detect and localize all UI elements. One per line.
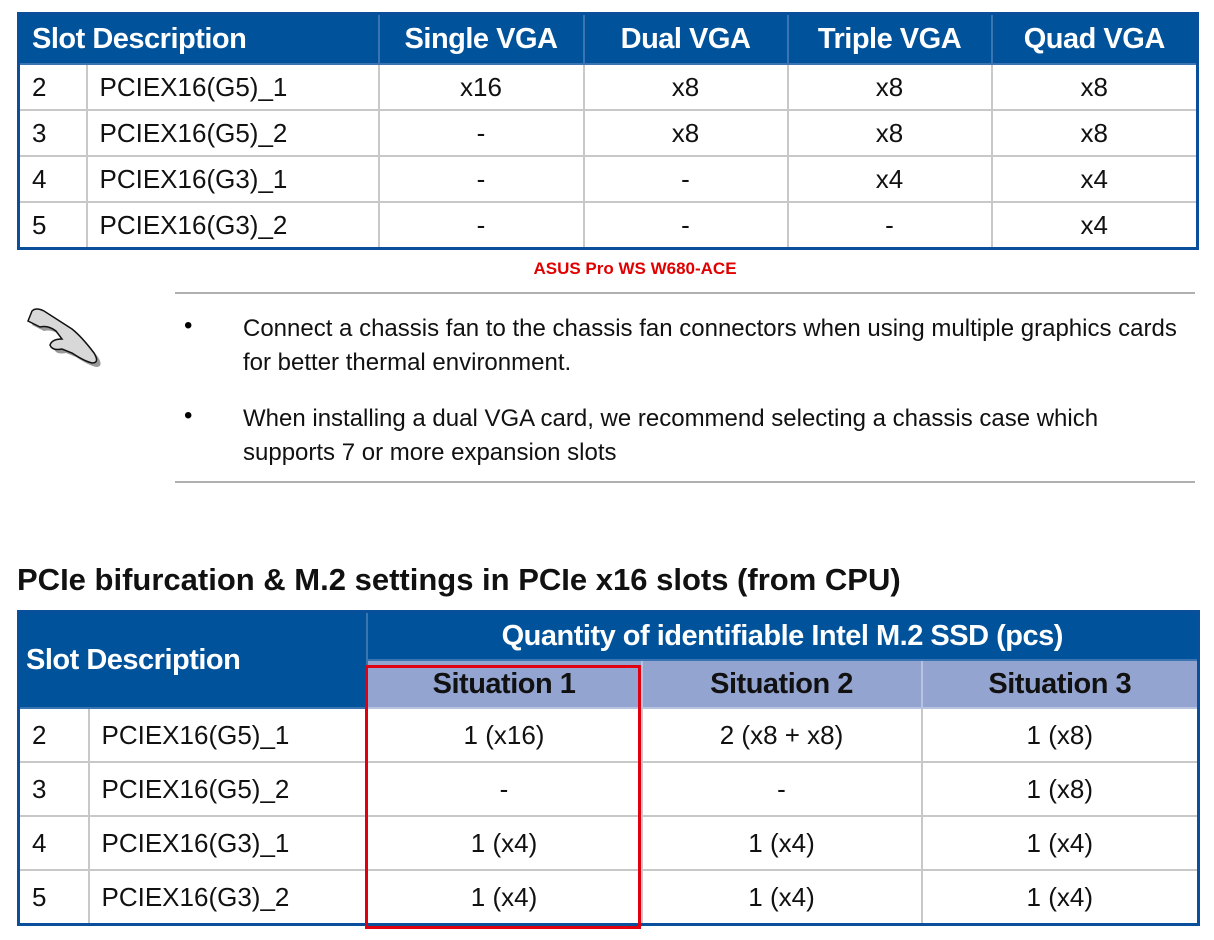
table-header-row: Slot Description Single VGA Dual VGA Tri… xyxy=(17,12,1199,65)
divider xyxy=(175,292,1195,294)
table-row: 5 PCIEX16(G3)_2- - - x4 xyxy=(17,201,1199,250)
slot-name: PCIEX16(G3)_1 xyxy=(85,155,380,203)
slot-number: 3 xyxy=(17,761,90,817)
slot-number: 4 xyxy=(17,815,90,871)
slot-name: PCIEX16(G5)_1 xyxy=(87,707,368,763)
header-situation-3: Situation 3 xyxy=(920,659,1200,709)
slot-name: PCIEX16(G3)_1 xyxy=(87,815,368,871)
caption: ASUS Pro WS W680-ACE xyxy=(533,259,737,278)
table-row: 4 PCIEX16(G3)_1 1 (x4) 1 (x4) 1 (x4) xyxy=(17,815,1200,871)
header-slot-description: Slot Description xyxy=(17,610,368,709)
slot-number: 2 xyxy=(17,63,88,111)
cell: 1 (x4) xyxy=(365,815,643,871)
header-slot-description: Slot Description xyxy=(17,12,380,65)
bullet-icon: • xyxy=(184,312,193,339)
slot-name: PCIEX16(G3)_2 xyxy=(85,201,380,250)
cell: x8 xyxy=(990,109,1199,157)
header-single-vga: Single VGA xyxy=(377,12,585,65)
slot-name: PCIEX16(G3)_2 xyxy=(87,869,368,926)
table-row: 2 PCIEX16(G5)_1 1 (x16) 2 (x8 + x8) 1 (x8) xyxy=(17,707,1200,763)
cell: - xyxy=(377,201,585,250)
table-row: 2 PCIEX16(G5)_1 x16 x8 x8 x8 xyxy=(17,63,1199,111)
cell: x8 xyxy=(990,63,1199,111)
table-row: 3 PCIEX16(G5)_2- x8 x8 x8 xyxy=(17,109,1199,157)
divider xyxy=(175,481,1195,483)
slot-name: PCIEX16(G5)_2 xyxy=(85,109,380,157)
table-header-row: Slot Description Quantity of identifiabl… xyxy=(17,610,1200,709)
slot-number: 5 xyxy=(17,201,88,250)
note-text: Connect a chassis fan to the chassis fan… xyxy=(243,315,1177,376)
cell: x8 xyxy=(582,63,789,111)
vga-config-table: Slot Description Single VGA Dual VGA Tri… xyxy=(17,12,1200,250)
cell: x16 xyxy=(377,63,585,111)
cell: - xyxy=(582,201,789,250)
cell: - xyxy=(640,761,923,817)
cell: x8 xyxy=(786,63,993,111)
table-row: 4 PCIEX16(G3)_1- - x4 x4 xyxy=(17,155,1199,203)
slot-name: PCIEX16(G5)_2 xyxy=(87,761,368,817)
cell: 1 (x4) xyxy=(365,869,643,926)
table-row: 3 PCIEX16(G5)_2- -1 (x8) xyxy=(17,761,1200,817)
header-triple-vga: Triple VGA xyxy=(786,12,993,65)
cell: 1 (x4) xyxy=(640,815,923,871)
cell: x8 xyxy=(786,109,993,157)
slot-number: 4 xyxy=(17,155,88,203)
cell: x4 xyxy=(990,201,1199,250)
table-row: 5 PCIEX16(G3)_2 1 (x4) 1 (x4) 1 (x4) xyxy=(17,869,1200,926)
cell: x4 xyxy=(786,155,993,203)
slot-number: 3 xyxy=(17,109,88,157)
section-title: PCIe bifurcation & M.2 settings in PCIe … xyxy=(17,562,901,597)
slot-number: 2 xyxy=(17,707,90,763)
note-text: When installing a dual VGA card, we reco… xyxy=(243,405,1099,466)
cell: 1 (x4) xyxy=(920,869,1200,926)
cell: - xyxy=(377,109,585,157)
cell: x8 xyxy=(582,109,789,157)
cell: 1 (x16) xyxy=(365,707,643,763)
cell: - xyxy=(786,201,993,250)
cell: x4 xyxy=(990,155,1199,203)
cell: - xyxy=(377,155,585,203)
cell: 1 (x4) xyxy=(640,869,923,926)
header-situation-2: Situation 2 xyxy=(640,659,923,709)
cell: 1 (x4) xyxy=(920,815,1200,871)
cell: 1 (x8) xyxy=(920,761,1200,817)
header-quad-vga: Quad VGA xyxy=(990,12,1199,65)
bifurcation-table: Slot Description Quantity of identifiabl… xyxy=(17,610,1201,926)
table-subheader-row: Situation 1 Situation 2 Situation 3 xyxy=(19,659,1200,709)
header-m2-quantity: Quantity of identifiable Intel M.2 SSD (… xyxy=(365,610,1200,661)
pointing-hand-icon xyxy=(22,305,104,372)
cell: - xyxy=(582,155,789,203)
cell: 1 (x8) xyxy=(920,707,1200,763)
slot-number: 5 xyxy=(17,869,90,926)
header-dual-vga: Dual VGA xyxy=(582,12,789,65)
bullet-icon: • xyxy=(184,402,193,429)
situation-1-highlight xyxy=(365,665,641,929)
slot-name: PCIEX16(G5)_1 xyxy=(85,63,380,111)
cell: 2 (x8 + x8) xyxy=(640,707,923,763)
